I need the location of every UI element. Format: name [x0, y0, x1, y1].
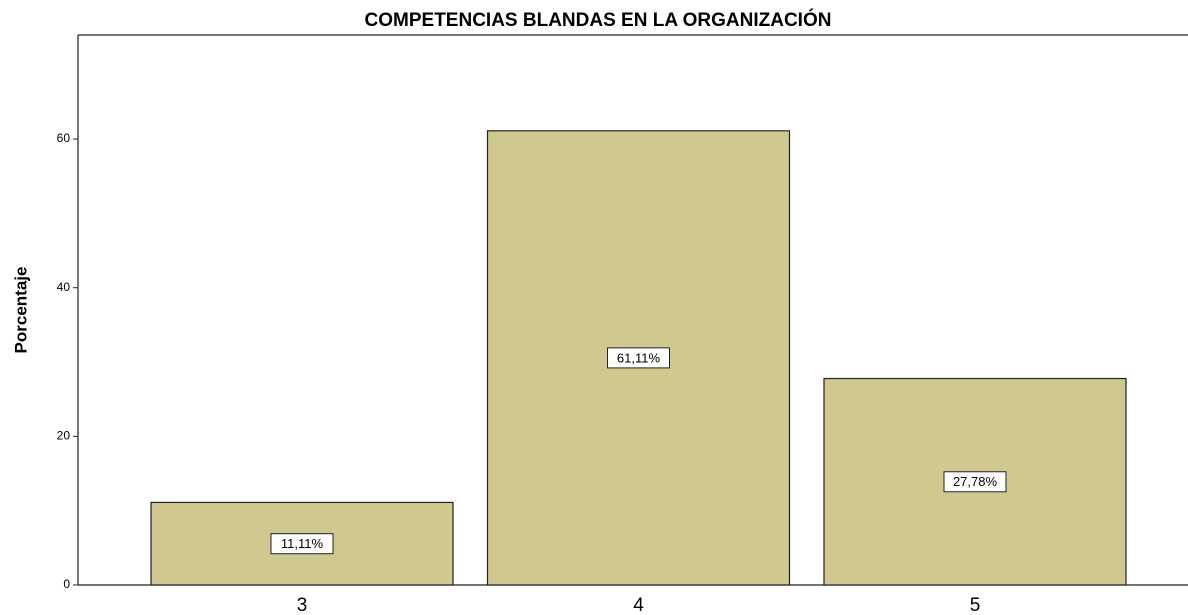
value-label-box	[607, 347, 670, 369]
chart-title: COMPETENCIAS BLANDAS EN LA ORGANIZACIÓN	[365, 9, 832, 31]
y-axis-label: Porcentaje	[11, 267, 30, 354]
y-tick-label: 60	[57, 131, 71, 145]
y-tick-label: 0	[63, 577, 70, 591]
x-tick-label: 3	[297, 595, 308, 615]
value-label: 11,11%	[281, 536, 324, 551]
value-label-box	[943, 471, 1007, 493]
y-tick-label: 20	[57, 429, 71, 443]
value-label-box	[270, 533, 334, 555]
value-label: 61,11%	[617, 350, 661, 365]
x-tick-label: 4	[633, 595, 644, 615]
y-tick-label: 40	[57, 280, 71, 294]
x-tick-label: 5	[970, 595, 981, 615]
value-label: 27,78%	[953, 474, 998, 489]
